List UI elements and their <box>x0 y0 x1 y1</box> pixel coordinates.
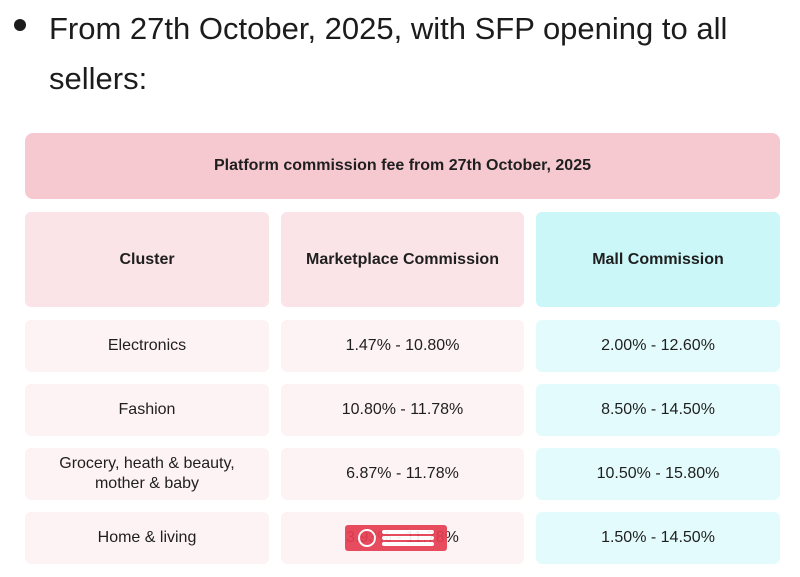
cell-marketplace-commission: 1.47% - 10.80% <box>281 320 524 372</box>
bullet-text: From 27th October, 2025, with SFP openin… <box>49 11 728 96</box>
cell-mall-commission: 2.00% - 12.60% <box>536 320 780 372</box>
cell-cluster: Electronics <box>25 320 269 372</box>
cell-cluster: Fashion <box>25 384 269 436</box>
bullet-dot-icon <box>14 19 26 31</box>
cell-marketplace-commission: 10.80% - 11.78% <box>281 384 524 436</box>
header-mall-commission: Mall Commission <box>536 212 780 307</box>
header-marketplace-commission: Marketplace Commission <box>281 212 524 307</box>
watermark-logo <box>345 525 447 551</box>
cell-cluster: Home & living <box>25 512 269 564</box>
cell-mall-commission: 10.50% - 15.80% <box>536 448 780 500</box>
cell-mall-commission: 8.50% - 14.50% <box>536 384 780 436</box>
cell-mall-commission: 1.50% - 14.50% <box>536 512 780 564</box>
watermark-mark-icon <box>358 529 376 547</box>
header-cluster: Cluster <box>25 212 269 307</box>
table-title: Platform commission fee from 27th Octobe… <box>25 133 780 199</box>
commission-table: Platform commission fee from 27th Octobe… <box>25 133 780 568</box>
watermark-glyph-icon <box>382 536 434 540</box>
cell-cluster: Grocery, heath & beauty, mother & baby <box>25 448 269 500</box>
cell-marketplace-commission: 6.87% - 11.78% <box>281 448 524 500</box>
bullet-item: From 27th October, 2025, with SFP openin… <box>14 4 794 104</box>
